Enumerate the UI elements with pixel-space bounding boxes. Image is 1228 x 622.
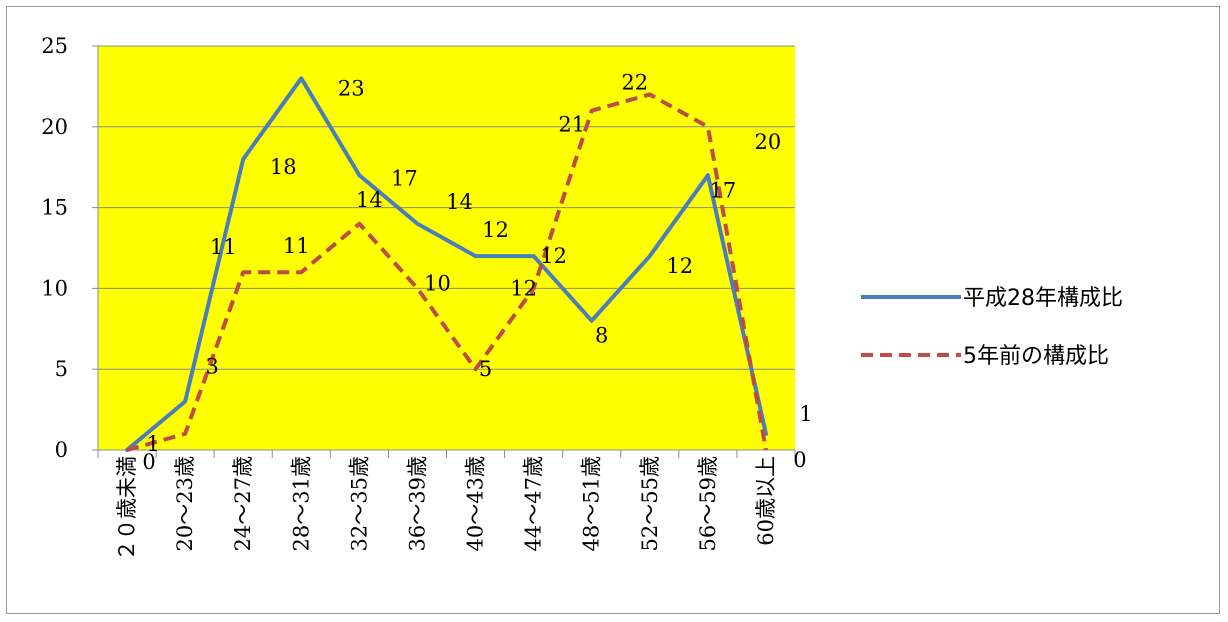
legend-label-2: 5年前の構成比 [963,344,1109,369]
data-label: 18 [270,155,297,179]
legend-label-1: 平成28年構成比 [963,286,1123,311]
y-tick-label: 25 [41,34,68,58]
data-label: 12 [540,244,567,268]
x-tick-label: 60歳以上 [754,456,778,546]
legend: 平成28年構成比 5年前の構成比 [861,286,1123,369]
data-label: 12 [510,276,537,300]
y-axis-ticks: 0 5 10 15 20 25 [41,34,99,462]
data-label: 3 [205,355,218,379]
x-axis: ２０歳未満 20～23歳 24～27歳 28～31歳 32～35歳 36～39歳 40～43… [97,449,796,561]
data-label: 5 [479,357,492,381]
y-tick-label: 10 [41,276,68,300]
data-label: 21 [558,113,585,137]
data-label: 0 [142,450,155,474]
data-label: 17 [710,178,737,202]
series-lines [125,76,768,452]
data-label: 11 [210,235,237,259]
x-tick-label: 40～43歳 [464,456,488,551]
data-label: 14 [446,190,473,214]
data-label: 14 [356,188,383,212]
x-tick-label: 48～51歳 [580,456,604,551]
data-label: 0 [793,448,806,472]
data-label: 22 [621,70,648,94]
x-tick-label: 52～55歳 [638,456,662,551]
series-line-1 [125,76,768,452]
data-label: 17 [391,166,418,190]
data-label: 12 [666,254,693,278]
y-tick-label: 20 [41,115,68,139]
y-tick-label: 5 [55,357,68,381]
series-line-2 [126,92,768,452]
x-tick-label: 20～23歳 [173,456,197,551]
x-tick-label: 56～59歳 [696,456,720,551]
y-tick-label: 0 [55,438,68,462]
data-label: 11 [283,234,310,258]
x-tick-label: 24～27歳 [231,456,255,551]
x-tick-label: 32～35歳 [347,456,371,551]
x-tick-label: 28～31歳 [289,456,313,551]
data-label: 23 [338,76,365,100]
data-label: 12 [482,218,509,242]
data-label: 20 [755,130,782,154]
data-label: 8 [595,324,608,348]
x-tick-label: ２０歳未満 [115,456,139,561]
data-label: 10 [424,271,451,295]
data-label: 1 [799,402,812,426]
y-tick-label: 15 [41,196,68,220]
data-label: 1 [146,432,159,456]
x-tick-label: 44～47歳 [522,456,546,551]
x-tick-label: 36～39歳 [405,456,429,551]
plot-area [98,46,795,450]
